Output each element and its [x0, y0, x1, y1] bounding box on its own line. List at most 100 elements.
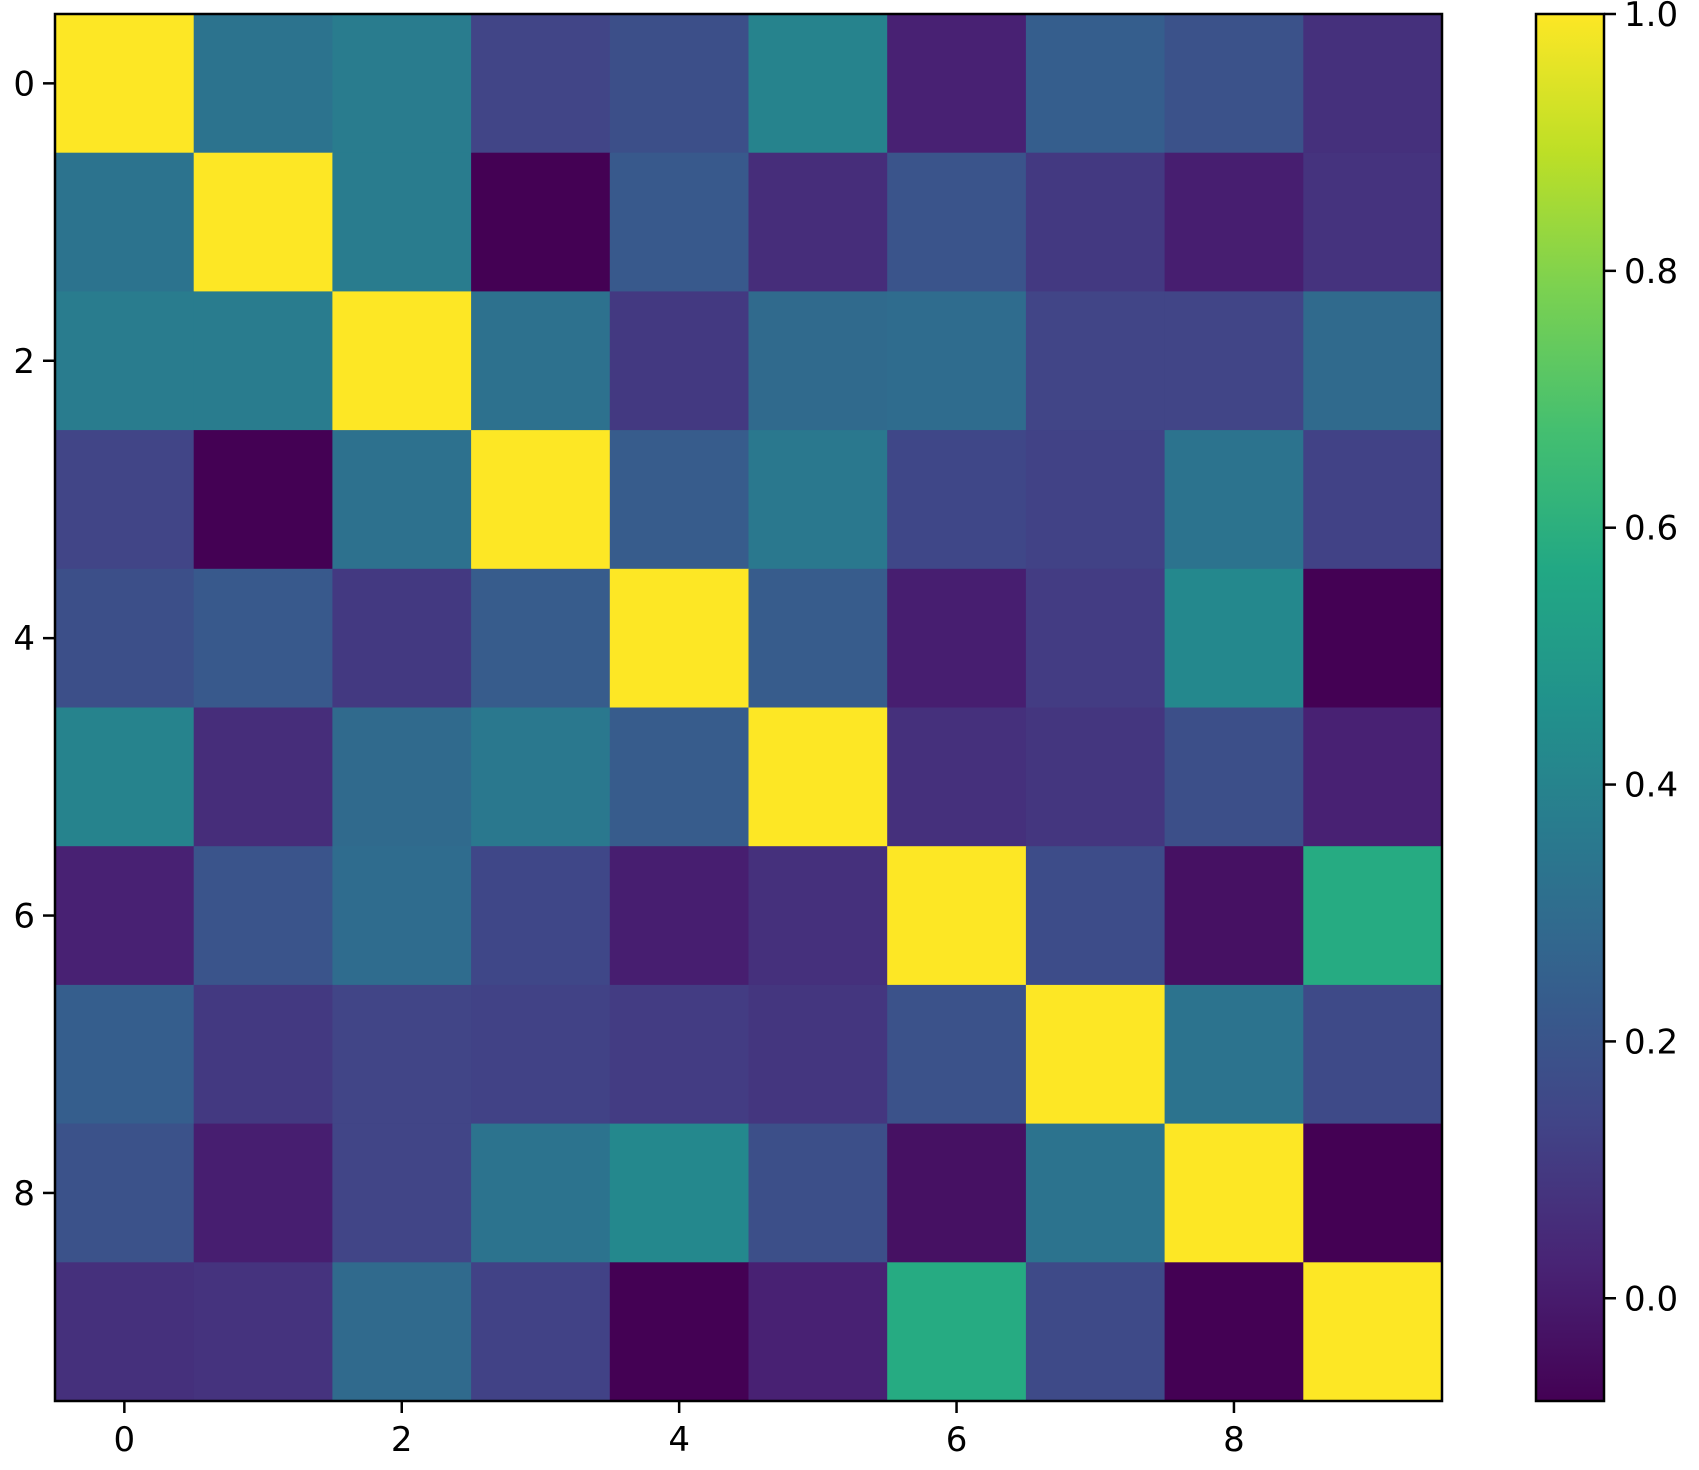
heatmap-cell-9-9 — [1303, 1262, 1443, 1402]
heatmap-cell-1-6 — [887, 152, 1027, 292]
heatmap-cell-5-4 — [609, 707, 750, 847]
heatmap-cell-6-5 — [748, 846, 888, 986]
heatmap-cell-5-8 — [1164, 707, 1304, 847]
heatmap-cell-0-3 — [471, 14, 611, 154]
colorbar-tick-label: 0.4 — [1624, 766, 1678, 806]
heatmap-cell-9-3 — [471, 1262, 611, 1402]
x-tick-label: 0 — [114, 1420, 136, 1460]
y-tick-label: 8 — [13, 1174, 35, 1214]
y-tick-label: 2 — [13, 342, 35, 382]
heatmap-cell-3-5 — [748, 430, 888, 570]
heatmap-cell-7-8 — [1164, 984, 1304, 1125]
colorbar-tick-label: 0.6 — [1624, 509, 1678, 549]
heatmap-cell-8-6 — [887, 1123, 1027, 1263]
heatmap-cell-9-8 — [1164, 1262, 1304, 1402]
y-tick-label: 6 — [13, 897, 35, 937]
heatmap-cell-6-6 — [887, 846, 1027, 986]
heatmap-cell-1-5 — [748, 152, 888, 292]
heatmap-cell-0-0 — [55, 14, 195, 154]
heatmap-cell-3-8 — [1164, 430, 1304, 570]
heatmap-cell-1-2 — [332, 152, 472, 292]
heatmap-cell-1-9 — [1303, 152, 1443, 292]
heatmap-cell-4-3 — [471, 568, 611, 709]
heatmap-cell-5-2 — [332, 707, 472, 847]
heatmap-cell-2-5 — [748, 291, 888, 431]
colorbar-tick-label: 0.8 — [1624, 252, 1678, 292]
heatmap-cell-0-2 — [332, 14, 472, 154]
heatmap-cell-3-2 — [332, 430, 472, 570]
heatmap-cell-1-8 — [1164, 152, 1304, 292]
heatmap-cell-1-1 — [193, 152, 333, 292]
x-tick-label: 8 — [1223, 1420, 1245, 1460]
heatmap-cell-1-4 — [609, 152, 750, 292]
heatmap-cell-6-7 — [1025, 846, 1166, 986]
heatmap-cell-2-0 — [55, 291, 195, 431]
heatmap-cell-9-1 — [193, 1262, 333, 1402]
heatmap-cell-3-0 — [55, 430, 195, 570]
heatmap-cell-8-9 — [1303, 1123, 1443, 1263]
heatmap-cell-9-2 — [332, 1262, 472, 1402]
heatmap-cells — [55, 14, 1443, 1402]
heatmap-cell-0-7 — [1025, 14, 1166, 154]
heatmap-cell-4-4 — [609, 568, 750, 709]
heatmap-cell-7-1 — [193, 984, 333, 1125]
heatmap-cell-3-3 — [471, 430, 611, 570]
heatmap-cell-7-7 — [1025, 984, 1166, 1125]
heatmap-cell-6-3 — [471, 846, 611, 986]
heatmap-cell-0-9 — [1303, 14, 1443, 154]
x-axis: 0 2 4 6 8 — [114, 1401, 1245, 1460]
heatmap-cell-6-4 — [609, 846, 750, 986]
heatmap-cell-2-4 — [609, 291, 750, 431]
heatmap-cell-0-5 — [748, 14, 888, 154]
x-tick-label: 4 — [668, 1420, 690, 1460]
heatmap-cell-7-5 — [748, 984, 888, 1125]
heatmap-cell-8-7 — [1025, 1123, 1166, 1263]
x-tick-label: 2 — [391, 1420, 413, 1460]
heatmap-cell-6-0 — [55, 846, 195, 986]
heatmap-cell-1-3 — [471, 152, 611, 292]
heatmap-cell-1-7 — [1025, 152, 1166, 292]
heatmap-cell-9-6 — [887, 1262, 1027, 1402]
heatmap-cell-3-1 — [193, 430, 333, 570]
heatmap-cell-2-9 — [1303, 291, 1443, 431]
y-tick-label: 4 — [13, 619, 35, 659]
colorbar-tick-label: 1.0 — [1624, 0, 1678, 35]
colorbar-frame — [1534, 12, 1606, 1403]
heatmap-cell-5-0 — [55, 707, 195, 847]
y-axis: 0 2 4 6 8 — [13, 64, 55, 1214]
heatmap-cell-7-4 — [609, 984, 750, 1125]
heatmap-cell-8-2 — [332, 1123, 472, 1263]
heatmap-cell-0-4 — [609, 14, 750, 154]
heatmap-cell-9-4 — [609, 1262, 750, 1402]
heatmap-cell-6-8 — [1164, 846, 1304, 986]
heatmap-cell-4-0 — [55, 568, 195, 709]
heatmap-cell-2-8 — [1164, 291, 1304, 431]
heatmap-cell-9-7 — [1025, 1262, 1166, 1402]
heatmap-cell-4-7 — [1025, 568, 1166, 709]
y-tick-label: 0 — [13, 64, 35, 104]
heatmap-cell-2-3 — [471, 291, 611, 431]
heatmap-cell-4-2 — [332, 568, 472, 709]
heatmap-cell-5-1 — [193, 707, 333, 847]
heatmap-cell-7-2 — [332, 984, 472, 1125]
heatmap-cell-8-8 — [1164, 1123, 1304, 1263]
heatmap-cell-4-8 — [1164, 568, 1304, 709]
heatmap-cell-4-5 — [748, 568, 888, 709]
x-tick-label: 6 — [946, 1420, 968, 1460]
heatmap-cell-7-6 — [887, 984, 1027, 1125]
colorbar-tick-label: 0.0 — [1624, 1279, 1678, 1319]
heatmap-cell-5-5 — [748, 707, 888, 847]
heatmap-cell-8-3 — [471, 1123, 611, 1263]
heatmap-cell-3-9 — [1303, 430, 1443, 570]
heatmap-cell-3-7 — [1025, 430, 1166, 570]
heatmap-cell-2-6 — [887, 291, 1027, 431]
heatmap-cell-2-2 — [332, 291, 472, 431]
heatmap-cell-6-2 — [332, 846, 472, 986]
heatmap-cell-3-4 — [609, 430, 750, 570]
heatmap-cell-9-0 — [55, 1262, 195, 1402]
heatmap-cell-5-9 — [1303, 707, 1443, 847]
heatmap-cell-6-1 — [193, 846, 333, 986]
heatmap-cell-4-9 — [1303, 568, 1443, 709]
heatmap-cell-8-5 — [748, 1123, 888, 1263]
heatmap-cell-7-9 — [1303, 984, 1443, 1125]
